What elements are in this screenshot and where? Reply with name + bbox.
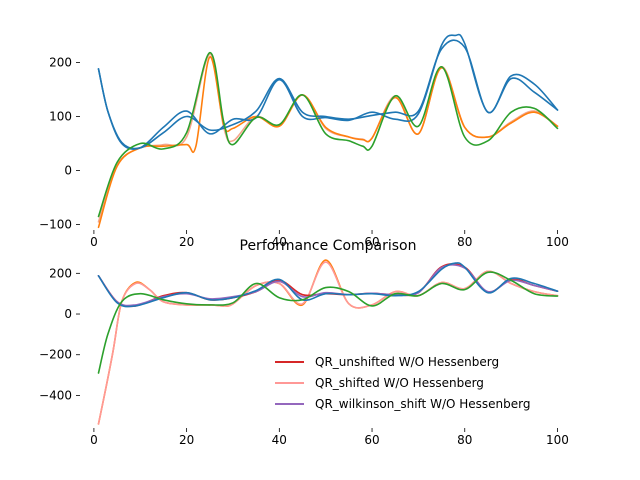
bottom-x-tick-label: 40 xyxy=(272,433,287,447)
bottom-series-line-2 xyxy=(97,261,559,425)
bottom-x-tick-label: 100 xyxy=(546,433,569,447)
top-y-tick-label: −100 xyxy=(39,218,72,232)
bottom-y-tick-label: −400 xyxy=(39,388,72,402)
top-y-tick-label: 200 xyxy=(49,55,72,69)
bottom-x-tick-label: 0 xyxy=(90,433,98,447)
bottom-y-tick-label: 200 xyxy=(49,266,72,280)
bottom-x-tick-label: 80 xyxy=(457,433,472,447)
bottom-series-line-6 xyxy=(97,271,559,374)
top-x-tick-label: 20 xyxy=(179,235,194,249)
bottom-x-tick-label: 20 xyxy=(179,433,194,447)
top-x-tick-label: 60 xyxy=(364,235,379,249)
top-series-line-5 xyxy=(97,51,559,218)
bottom-plot-panel: 0 20 40 60 80 100 −400 −200 0 200 xyxy=(39,259,569,447)
top-x-tick-label: 0 xyxy=(90,235,98,249)
top-series-line-4 xyxy=(97,33,559,151)
chart-title: Performance Comparison xyxy=(240,238,417,254)
legend-label: QR_shifted W/O Hessenberg xyxy=(315,376,484,390)
top-y-tick-label: 100 xyxy=(49,109,72,123)
top-series-line-2 xyxy=(97,56,559,229)
bottom-x-tick-label: 60 xyxy=(364,433,379,447)
legend-label: QR_wilkinson_shift W/O Hessenberg xyxy=(315,397,530,411)
legend-label: QR_unshifted W/O Hessenberg xyxy=(315,355,499,369)
top-plot-panel: 0 20 40 60 80 100 −100 0 100 200 xyxy=(39,33,569,249)
top-x-tick-label: 100 xyxy=(546,235,569,249)
top-x-tick-label: 80 xyxy=(457,235,472,249)
legend: QR_unshifted W/O Hessenberg QR_shifted W/… xyxy=(275,355,530,411)
bottom-y-tick-label: 0 xyxy=(64,307,72,321)
bottom-y-tick-label: −200 xyxy=(39,348,72,362)
top-x-tick-label: 40 xyxy=(272,235,287,249)
top-y-tick-label: 0 xyxy=(64,164,72,178)
